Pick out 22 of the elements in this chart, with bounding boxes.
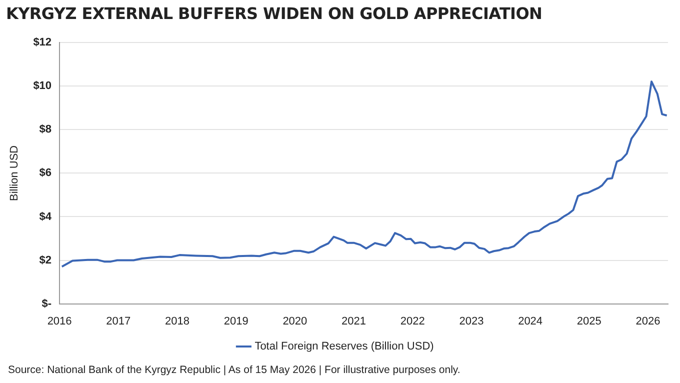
x-tick-label: 2017 [106, 315, 131, 328]
x-tick-label: 2023 [459, 315, 484, 328]
y-tick-label: $6 [39, 167, 52, 180]
x-tick-label: 2020 [282, 315, 308, 328]
x-tick-label: 2026 [636, 315, 660, 328]
x-tick-label: 2019 [224, 315, 248, 328]
y-tick-label: $2 [39, 254, 52, 266]
y-tick-label: $10 [33, 80, 52, 92]
chart-title: KYRGYZ EXTERNAL BUFFERS WIDEN ON GOLD APPRECIATION [5, 3, 544, 25]
y-tick-label: $8 [39, 124, 52, 136]
legend-label: Total Foreign Reserves (Billion USD) [254, 340, 434, 353]
x-tick-label: 2016 [47, 315, 72, 328]
x-tick-label: 2024 [518, 315, 543, 328]
y-tick-label: $- [42, 298, 52, 310]
y-axis-title: Billion USD [8, 145, 21, 202]
x-tick-label: 2021 [342, 315, 366, 328]
x-tick-label: 2018 [165, 315, 190, 328]
y-tick-label: $12 [33, 36, 52, 49]
x-tick-label: 2025 [576, 315, 602, 328]
x-tick-label: 2022 [400, 315, 425, 328]
y-tick-label: $4 [39, 210, 52, 223]
source-note: Source: National Bank of the Kyrgyz Republic | As of 15 May 2026 | For illustrative purposes only. [7, 363, 462, 376]
